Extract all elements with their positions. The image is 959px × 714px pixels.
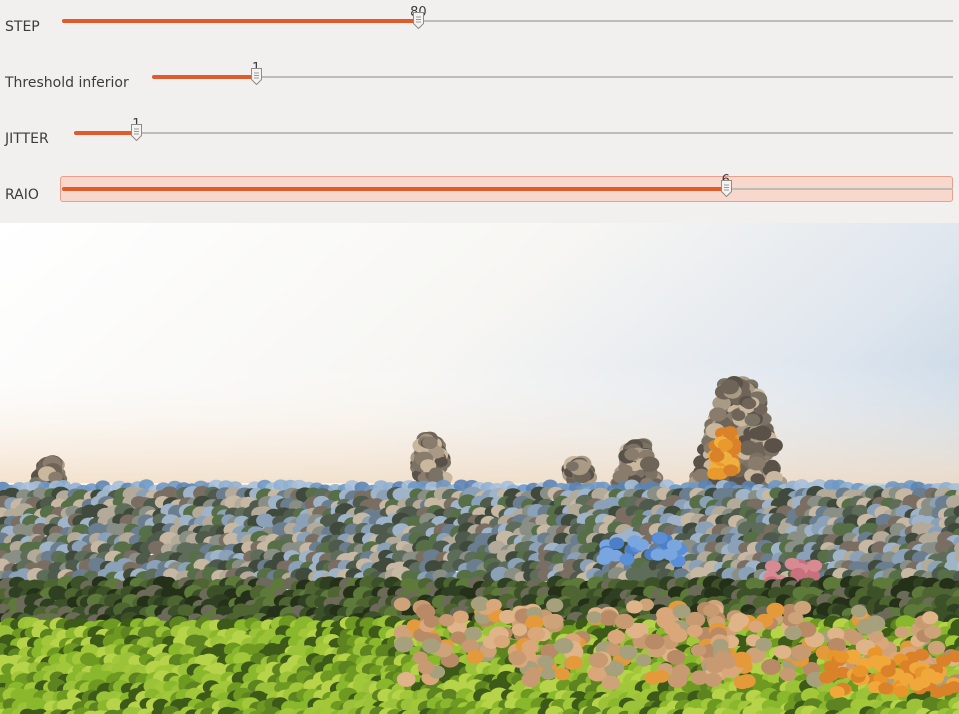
step-slider[interactable]: 80 [60, 0, 953, 56]
preview-canvas[interactable] [0, 223, 959, 714]
threshold-slider-thumb[interactable] [250, 67, 263, 86]
jitter-slider-track[interactable] [74, 132, 953, 134]
slider-panel: STEP 80 Threshold inferior 1 [0, 0, 959, 223]
threshold-slider[interactable]: 1 [150, 56, 953, 112]
threshold-row: Threshold inferior 1 [0, 56, 959, 112]
raio-slider-fill [62, 187, 726, 191]
threshold-slider-track[interactable] [152, 76, 953, 78]
step-row: STEP 80 [0, 0, 959, 56]
jitter-slider[interactable]: 1 [72, 112, 953, 168]
raio-row: RAIO 6 [0, 168, 959, 224]
step-slider-fill [62, 19, 419, 23]
raio-label: RAIO [5, 187, 39, 203]
threshold-slider-fill [152, 75, 257, 79]
raio-slider-thumb[interactable] [720, 179, 733, 198]
step-slider-thumb[interactable] [412, 11, 425, 30]
step-label: STEP [5, 19, 40, 35]
jitter-label: JITTER [5, 131, 49, 147]
jitter-row: JITTER 1 [0, 112, 959, 168]
jitter-slider-thumb[interactable] [130, 123, 143, 142]
pointillism-landscape-image [0, 223, 959, 714]
threshold-label: Threshold inferior [5, 75, 129, 91]
step-slider-track[interactable] [62, 20, 953, 22]
jitter-slider-fill [74, 131, 137, 135]
raio-slider[interactable]: 6 [60, 168, 953, 224]
